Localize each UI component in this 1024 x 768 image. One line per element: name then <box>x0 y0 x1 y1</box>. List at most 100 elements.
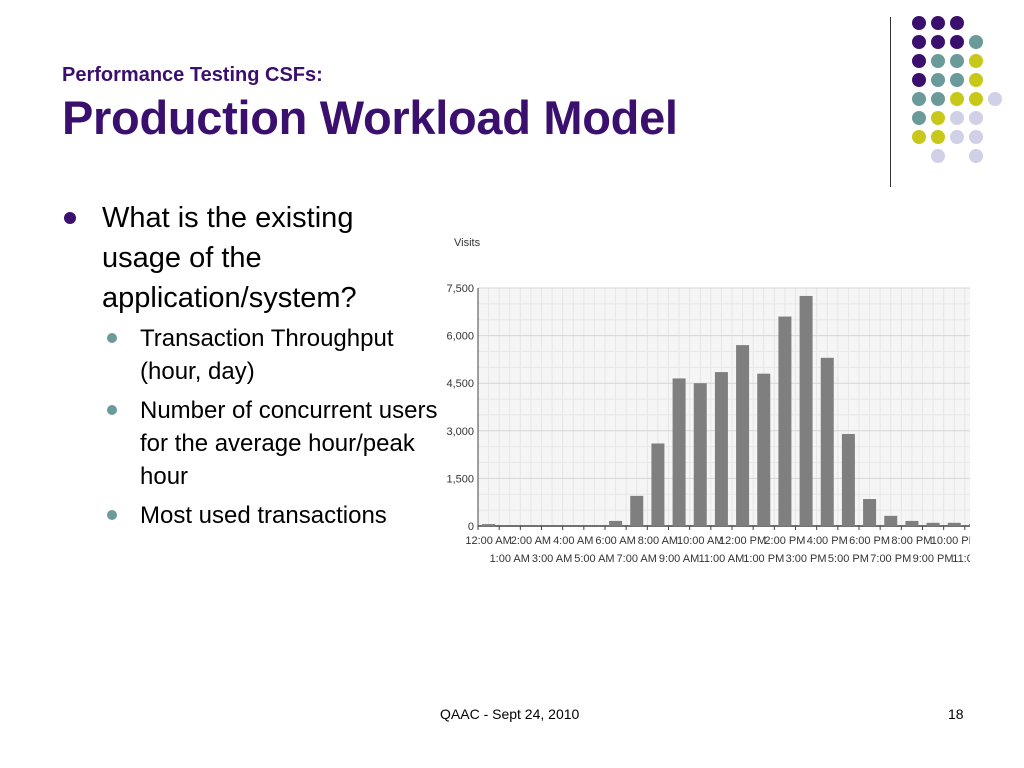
bullet-main-text: What is the existing usage of the applic… <box>102 202 357 314</box>
decorative-dot <box>969 73 983 87</box>
decorative-dot <box>969 54 983 68</box>
decorative-dot <box>931 92 945 106</box>
x-tick-label: 12:00 PM <box>719 535 766 547</box>
bullet-sub-1: Transaction Throughput (hour, day) <box>60 322 440 388</box>
y-tick-label: 0 <box>468 521 474 533</box>
x-tick-label: 10:00 PM <box>931 535 970 547</box>
decorative-dot <box>950 92 964 106</box>
x-tick-label: 8:00 AM <box>638 535 678 547</box>
bar <box>778 316 792 526</box>
x-tick-label: 6:00 AM <box>595 535 635 547</box>
y-tick-label: 3,000 <box>446 426 474 438</box>
x-tick-label: 5:00 AM <box>574 553 614 565</box>
decorative-dot <box>950 35 964 49</box>
bar <box>926 522 940 526</box>
x-tick-label: 7:00 AM <box>617 553 657 565</box>
y-tick-label: 1,500 <box>446 473 474 485</box>
y-tick-label: 4,500 <box>446 378 474 390</box>
x-tick-label: 7:00 PM <box>870 553 911 565</box>
x-tick-label: 3:00 PM <box>786 553 827 565</box>
decorative-dot <box>969 35 983 49</box>
bullet-marker <box>107 333 117 343</box>
decorative-dot <box>969 111 983 125</box>
x-tick-label: 1:00 PM <box>743 553 784 565</box>
decorative-dot-grid <box>912 16 1002 163</box>
x-tick-label: 3:00 AM <box>532 553 572 565</box>
decorative-dot <box>912 130 926 144</box>
decorative-dot <box>912 92 926 106</box>
decorative-dot <box>912 73 926 87</box>
decorative-dot <box>931 111 945 125</box>
bar <box>947 522 961 526</box>
bar <box>968 524 970 526</box>
decorative-dot <box>931 54 945 68</box>
x-tick-label: 9:00 PM <box>913 553 954 565</box>
decorative-dot <box>969 92 983 106</box>
y-axis-label: Visits <box>454 237 481 249</box>
slide-subtitle: Performance Testing CSFs: <box>62 64 323 86</box>
bar <box>905 520 919 526</box>
x-tick-label: 11:00 PM <box>952 553 970 565</box>
decorative-dot <box>950 54 964 68</box>
bar <box>482 524 496 526</box>
x-tick-label: 11:00 AM <box>699 553 745 565</box>
bullet-sub-text: Number of concurrent users for the avera… <box>140 397 438 490</box>
bullet-sub-text: Most used transactions <box>140 502 387 529</box>
x-tick-label: 4:00 PM <box>807 535 848 547</box>
bar <box>863 499 877 526</box>
x-tick-label: 9:00 AM <box>659 553 699 565</box>
decorative-dot <box>988 92 1002 106</box>
bar <box>884 515 898 526</box>
bullet-marker <box>107 405 117 415</box>
bullet-main: What is the existing usage of the applic… <box>60 198 440 318</box>
x-tick-label: 4:00 AM <box>553 535 593 547</box>
bar <box>757 373 771 526</box>
decorative-dot <box>912 54 926 68</box>
x-tick-label: 12:00 AM <box>465 535 511 547</box>
decorative-dot <box>931 73 945 87</box>
x-tick-label: 10:00 AM <box>677 535 723 547</box>
decorative-dot <box>912 35 926 49</box>
y-tick-label: 7,500 <box>446 283 474 295</box>
decorative-dot <box>950 16 964 30</box>
decorative-dot <box>931 35 945 49</box>
bullet-marker <box>107 510 117 520</box>
bullet-sub-3: Most used transactions <box>60 499 440 532</box>
visits-bar-chart: Visits 0 1,500 3,000 4,500 6,000 7,500 12:00 AM… <box>446 237 970 565</box>
x-tick-label: 1:00 AM <box>490 553 530 565</box>
bar <box>693 383 707 526</box>
decorative-dot <box>912 16 926 30</box>
decorative-divider <box>890 17 891 187</box>
bullet-sub-2: Number of concurrent users for the avera… <box>60 394 440 493</box>
bar <box>799 295 813 526</box>
page-number: 18 <box>948 706 964 722</box>
bullet-list: What is the existing usage of the applic… <box>60 198 440 532</box>
x-tick-label: 2:00 AM <box>511 535 551 547</box>
bar <box>609 520 623 526</box>
bullet-marker <box>64 212 76 224</box>
footer-text: QAAC - Sept 24, 2010 <box>440 706 580 722</box>
x-tick-label: 8:00 PM <box>891 535 932 547</box>
decorative-dot <box>931 16 945 30</box>
bar <box>651 443 665 526</box>
decorative-dot <box>969 149 983 163</box>
decorative-dot <box>931 130 945 144</box>
x-tick-label: 2:00 PM <box>764 535 805 547</box>
y-tick-label: 6,000 <box>446 331 474 343</box>
x-tick-label: 6:00 PM <box>849 535 890 547</box>
bullet-sub-text: Transaction Throughput (hour, day) <box>140 325 394 385</box>
decorative-dot <box>950 130 964 144</box>
bar <box>672 378 686 526</box>
bar <box>841 433 855 526</box>
bar <box>736 345 750 526</box>
decorative-dot <box>950 111 964 125</box>
bar <box>714 372 728 526</box>
bar <box>630 495 644 526</box>
bar <box>820 357 834 526</box>
slide-title: Production Workload Model <box>62 91 678 144</box>
decorative-dot <box>969 130 983 144</box>
decorative-dot <box>931 149 945 163</box>
decorative-dot <box>912 111 926 125</box>
x-tick-label: 5:00 PM <box>828 553 869 565</box>
decorative-dot <box>950 73 964 87</box>
